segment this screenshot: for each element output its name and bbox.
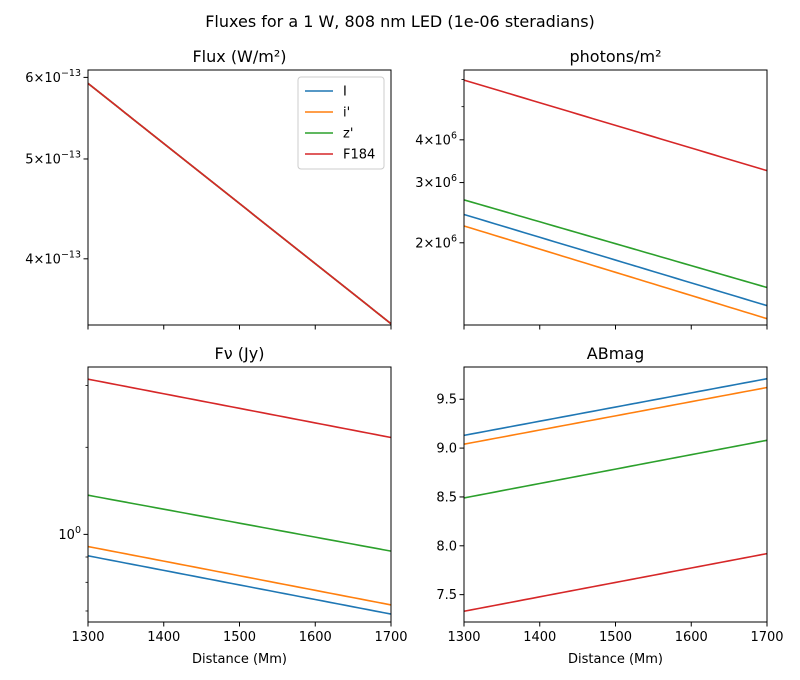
panel-4: ABmag 1300 1400 1500 1600 1700 7.5 8.0 8.5 9.0 9.5… — [436, 344, 783, 667]
x-tick-label-1300: 1300 — [447, 630, 480, 645]
legend-label-z: z' — [343, 127, 353, 142]
panel-3: Fν (Jy) 1300 1400 1500 1600 1700 100 Distance (… — [58, 344, 407, 667]
legend-label-f184: F184 — [343, 148, 375, 163]
y-tick-label: 3×106 — [415, 173, 457, 191]
y-tick-label: 4×106 — [415, 130, 457, 148]
x-tick-label-1700: 1700 — [374, 630, 407, 645]
series-line-i — [87, 555, 392, 615]
panel-title: ABmag — [587, 344, 644, 363]
x-tick-label-1500: 1500 — [223, 630, 256, 645]
figure-title: Fluxes for a 1 W, 808 nm LED (1e-06 ster… — [205, 12, 595, 31]
legend-label-i: i' — [343, 106, 350, 121]
y-tick-label: 5×10−13 — [25, 149, 81, 167]
series-line-f184 — [87, 378, 392, 439]
series-line-i — [463, 213, 768, 307]
series-line-f184 — [463, 79, 768, 172]
panel-2: photons/m² 4×106 3×106 2×106 — [415, 47, 768, 330]
x-tick-label-1300: 1300 — [71, 630, 104, 645]
series-line-f184 — [87, 82, 392, 325]
x-tick-label-1400: 1400 — [523, 630, 556, 645]
plot-frame — [463, 69, 768, 326]
panel-title: Flux (W/m²) — [192, 47, 286, 66]
x-axis-label: Distance (Mm) — [568, 652, 663, 667]
x-tick-label-1600: 1600 — [675, 630, 708, 645]
y-tick-label: 7.5 — [436, 588, 457, 603]
series-group — [87, 378, 392, 615]
series-group — [463, 377, 768, 613]
series-line-i — [463, 225, 768, 320]
x-axis-label: Distance (Mm) — [192, 652, 287, 667]
y-tick-label: 4×10−13 — [25, 249, 81, 267]
panel-title: Fν (Jy) — [215, 344, 265, 363]
y-tick-label: 8.5 — [436, 490, 457, 505]
y-tick-label: 9.0 — [436, 442, 457, 457]
series-group — [87, 82, 392, 325]
series-line-z — [87, 494, 392, 552]
plot-frame — [87, 366, 392, 623]
legend: Ii' z' F184 — [297, 76, 385, 170]
series-line-i — [463, 386, 768, 445]
series-line-f184 — [463, 552, 768, 613]
legend-box — [297, 76, 385, 170]
y-tick-label: 100 — [58, 525, 81, 543]
panel-title: photons/m² — [569, 47, 661, 66]
x-tick-label-1600: 1600 — [299, 630, 332, 645]
x-tick-label-1400: 1400 — [147, 630, 180, 645]
series-line-i — [463, 377, 768, 437]
x-tick-label-1500: 1500 — [599, 630, 632, 645]
plot-frame — [463, 366, 768, 623]
series-line-z — [463, 439, 768, 499]
y-tick-label: 6×10−13 — [25, 68, 81, 86]
y-tick-label: 8.0 — [436, 539, 457, 554]
series-line-i — [87, 545, 392, 606]
panel-1: Flux (W/m²) 6×10−13 5×10−13 4×10−13 Ii' z' F18… — [25, 47, 392, 330]
x-tick-label-1700: 1700 — [750, 630, 783, 645]
y-tick-label: 9.5 — [436, 393, 457, 408]
y-tick-label: 2×106 — [415, 233, 457, 251]
legend-label-i: I — [343, 85, 347, 100]
series-group — [463, 79, 768, 320]
series-line-z — [463, 199, 768, 289]
